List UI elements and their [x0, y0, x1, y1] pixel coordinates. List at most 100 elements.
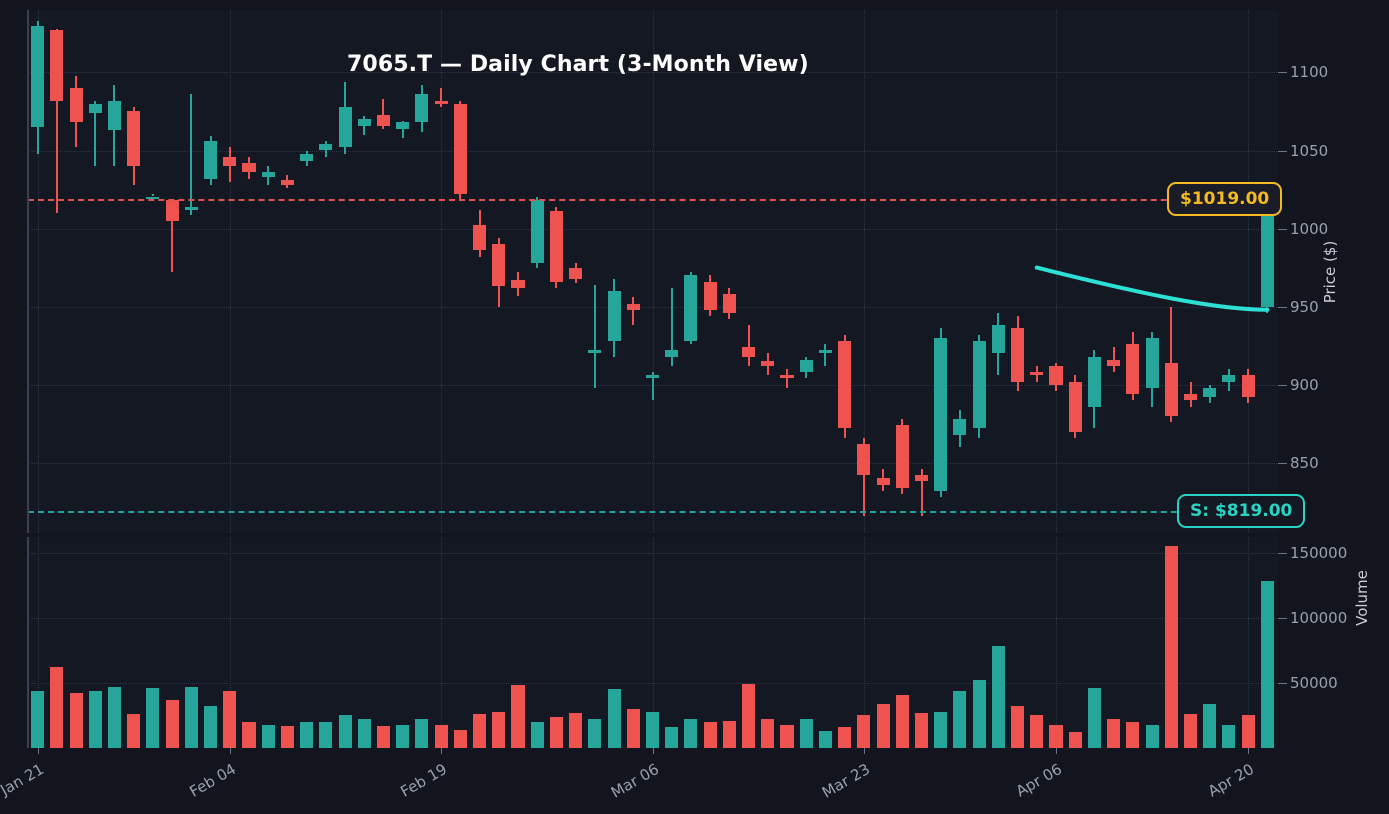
candle-body — [492, 244, 506, 287]
candle-body — [1203, 387, 1217, 398]
volume-bar — [569, 712, 583, 748]
candle-body — [742, 347, 756, 357]
volume-bar — [338, 715, 352, 748]
candle-body — [569, 267, 583, 279]
price-tick-label: 1000 — [1290, 219, 1329, 238]
volume-bar — [511, 685, 525, 748]
candle-wick — [190, 94, 193, 215]
price-axis-spine — [27, 10, 29, 533]
volume-bar — [69, 693, 83, 748]
price-tick-label: 950 — [1290, 297, 1319, 316]
candle-body — [473, 225, 487, 251]
candle-wick — [593, 284, 596, 388]
candle-body — [300, 153, 314, 162]
volume-bar — [473, 714, 487, 748]
candle-body — [934, 337, 948, 491]
candle-body — [607, 291, 621, 341]
volume-bar — [1241, 715, 1255, 748]
resistance-line — [28, 198, 1277, 201]
price-tick-mark — [1278, 384, 1287, 386]
date-tick-label: Feb 04 — [186, 760, 239, 801]
candle-body — [31, 25, 45, 128]
candle-body — [88, 103, 102, 114]
candle-body — [665, 350, 679, 357]
volume-bar — [31, 690, 45, 748]
volume-bar — [1222, 724, 1236, 748]
date-tick-label: Jan 21 — [0, 760, 47, 800]
candle-wick — [651, 372, 654, 401]
candle-body — [511, 280, 525, 288]
price-tick-label: 850 — [1290, 453, 1319, 472]
candle-body — [1241, 375, 1255, 398]
candle-wick — [824, 344, 827, 366]
volume-bar — [1011, 706, 1025, 748]
volume-bar — [761, 719, 775, 748]
date-tick-mark — [37, 748, 39, 754]
candle-body — [761, 361, 775, 366]
candle-body — [127, 111, 141, 167]
date-tick-label: Apr 20 — [1205, 760, 1258, 801]
volume-bar — [107, 686, 121, 748]
volume-bar — [165, 699, 179, 748]
volume-bar — [223, 690, 237, 748]
volume-bar — [991, 646, 1005, 748]
volume-bar — [684, 719, 698, 748]
candle-wick — [171, 198, 174, 273]
support-line — [28, 511, 1277, 514]
volume-bar — [357, 719, 371, 748]
volume-tick-label: 50000 — [1290, 673, 1338, 692]
candle-wick — [401, 120, 404, 139]
volume-bar — [434, 724, 448, 748]
candle-body — [165, 200, 179, 221]
date-tick-mark — [863, 748, 865, 754]
volume-bar — [645, 711, 660, 748]
date-tick-label: Feb 19 — [397, 760, 451, 801]
candle-body — [530, 200, 544, 263]
price-tick-label: 1100 — [1290, 63, 1329, 82]
price-tick-mark — [1278, 306, 1287, 308]
candle-wick — [632, 297, 635, 326]
volume-bar — [876, 703, 890, 748]
candle-body — [146, 197, 160, 200]
date-tick-mark — [1248, 748, 1250, 754]
candle-body — [1126, 344, 1140, 395]
volume-bar — [549, 716, 563, 748]
candle-body — [50, 30, 64, 101]
candle-wick — [55, 28, 58, 213]
candle-body — [876, 478, 890, 485]
candle-body — [838, 340, 852, 429]
candle-body — [1107, 359, 1121, 366]
volume-bar — [934, 711, 948, 748]
candle-body — [1011, 328, 1025, 382]
price-axis-title: Price ($) — [1321, 240, 1339, 303]
candle-body — [818, 350, 832, 354]
volume-bar — [376, 725, 390, 748]
volume-bar — [50, 667, 64, 748]
volume-bar — [665, 727, 679, 748]
candle-body — [1183, 394, 1198, 401]
volume-bar — [396, 724, 410, 748]
price-tick-mark — [1278, 72, 1287, 74]
candle-body — [223, 156, 237, 167]
volume-axis-title: Volume — [1353, 569, 1371, 626]
volume-bar — [914, 712, 929, 748]
panel-divider — [0, 533, 1389, 537]
price-panel — [28, 10, 1277, 533]
volume-bar — [319, 721, 333, 748]
candle-body — [857, 444, 871, 476]
volume-bar — [1068, 732, 1082, 748]
price-tick-label: 1050 — [1290, 141, 1329, 160]
price-tick-mark — [1278, 228, 1287, 230]
candle-body — [549, 211, 563, 282]
volume-bar — [492, 711, 506, 748]
candle-body — [338, 106, 352, 148]
candle-body — [780, 375, 794, 379]
candle-body — [1145, 337, 1159, 388]
candle-wick — [862, 437, 865, 516]
volume-tick-mark — [1278, 552, 1287, 554]
price-tick-label: 900 — [1290, 375, 1319, 394]
volume-axis-spine — [27, 537, 29, 748]
chart-title: 7065.T — Daily Chart (3-Month View) — [347, 52, 809, 77]
volume-bar — [722, 720, 736, 748]
candle-body — [722, 294, 736, 313]
